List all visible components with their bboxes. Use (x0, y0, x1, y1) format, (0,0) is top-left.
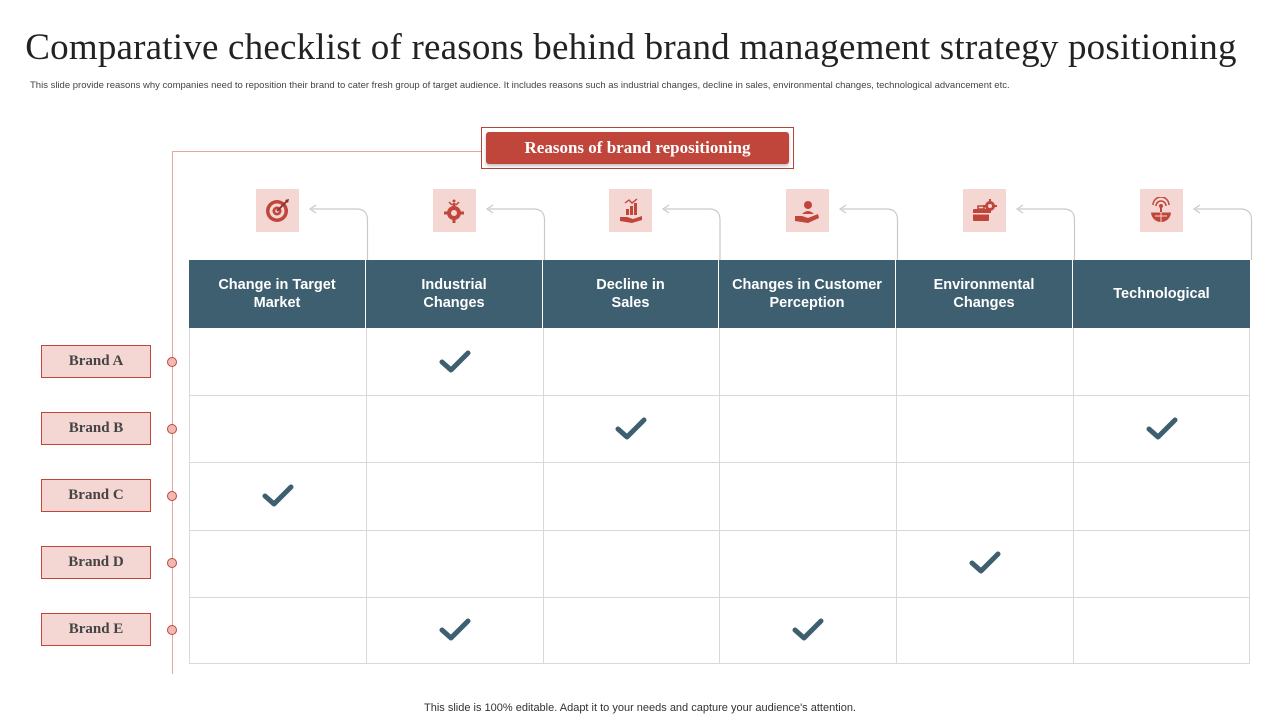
check-icon (792, 618, 823, 641)
brand-label: Brand C (41, 479, 151, 512)
connector-arrow (1015, 204, 1075, 260)
banner: Reasons of brand repositioning (486, 132, 789, 164)
brand-dot (167, 423, 177, 434)
grid-hline (189, 395, 1250, 396)
sales-hand-icon (609, 189, 652, 232)
grid-vline (1073, 328, 1074, 664)
page-title: Comparative checklist of reasons behind … (25, 27, 1237, 68)
check-icon (439, 618, 470, 641)
column-header-label: Decline in Sales (596, 277, 665, 311)
column-header: Industrial Changes (366, 260, 543, 328)
grid-vline (189, 328, 190, 664)
briefcase-gear-icon (962, 189, 1006, 232)
brand-dot (167, 356, 177, 367)
check-icon (1146, 417, 1177, 440)
brand-label: Brand A (41, 344, 151, 378)
customer-hand-icon (785, 189, 829, 232)
grid-vline (1249, 328, 1250, 664)
grid-hline (189, 663, 1250, 664)
gear-factory-icon (432, 189, 476, 232)
grid-hline (189, 530, 1250, 531)
brand-label: Brand E (41, 613, 151, 647)
check-icon (439, 350, 470, 373)
grid-vline (366, 328, 367, 664)
column-header-label: Change in Target Market (218, 277, 336, 311)
grid-vline (719, 328, 720, 664)
connector-arrow (485, 204, 545, 260)
column-header-label: Industrial Changes (421, 277, 487, 311)
checklist-table: Change in Target Market Industrial Change… (189, 260, 1250, 664)
grid-vline (543, 328, 544, 664)
check-icon (262, 484, 293, 507)
column-header: Change in Target Market (189, 260, 366, 328)
check-icon (615, 417, 647, 440)
column-header: Technological (1073, 260, 1250, 328)
connector-left (172, 151, 173, 674)
column-header-label: Changes in Customer Perception (732, 277, 882, 311)
connector-arrow (308, 204, 368, 260)
brand-label: Brand D (41, 546, 151, 580)
column-header-label: Environmental Changes (933, 277, 1035, 311)
globe-signal-icon (1139, 189, 1183, 232)
connector-arrow (838, 204, 898, 260)
column-header: Decline in Sales (543, 260, 719, 328)
connector-arrow (661, 204, 721, 260)
connector-arrow (1192, 204, 1252, 260)
check-icon (969, 551, 1000, 574)
target-icon (255, 189, 299, 232)
brand-dot (167, 558, 177, 569)
grid-vline (896, 328, 897, 664)
grid-hline (189, 462, 1250, 463)
footer-note: This slide is 100% editable. Adapt it to… (424, 702, 856, 714)
column-header: Changes in Customer Perception (719, 260, 896, 328)
brand-dot (167, 625, 177, 636)
brand-label: Brand B (41, 411, 151, 445)
brand-dot (167, 491, 177, 501)
column-header: Environmental Changes (896, 260, 1073, 328)
grid-hline (189, 597, 1250, 598)
connector-top (172, 151, 482, 152)
column-header-label: Technological (1113, 286, 1210, 302)
page-subtitle: This slide provide reasons why companies… (30, 80, 1010, 91)
